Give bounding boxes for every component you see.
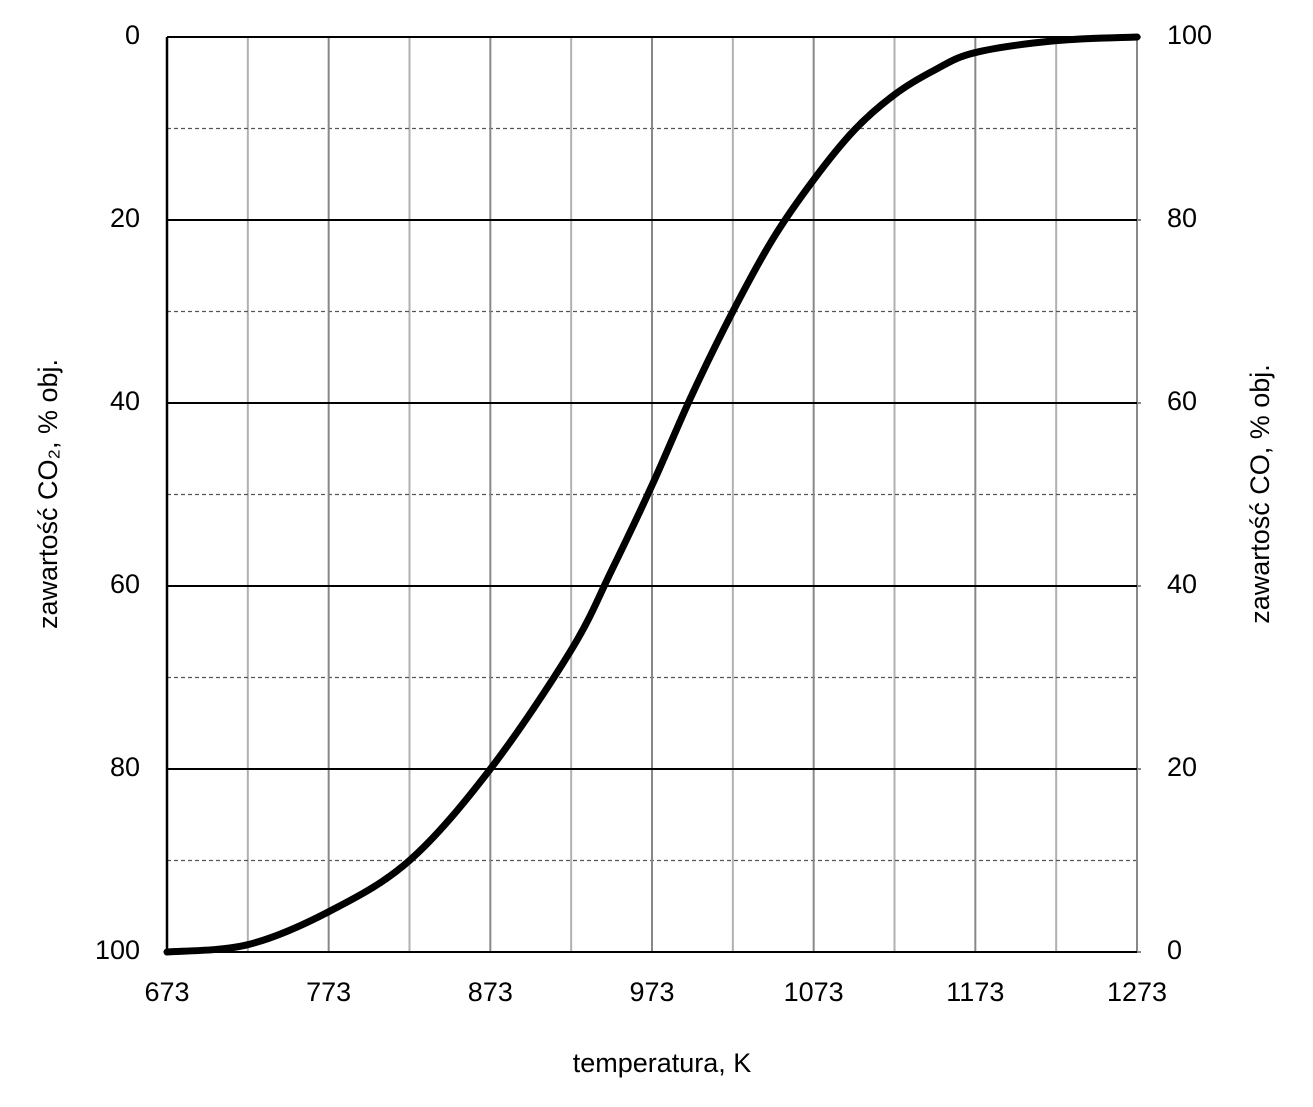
y-tick-label: 20 [110,203,140,233]
x-tick-label: 673 [144,977,189,1007]
y2-tick-label: 100 [1167,20,1212,50]
y2-tick-label: 0 [1167,935,1182,965]
x-tick-label: 1173 [946,977,1004,1007]
y-tick-label: 100 [95,935,140,965]
y2-axis-label: zawartość CO, % obj. [1245,364,1275,624]
y2-tick-label: 40 [1167,569,1197,599]
x-tick-label: 873 [468,977,513,1007]
y2-tick-label: 80 [1167,203,1197,233]
y2-tick-label: 20 [1167,752,1197,782]
x-tick-label: 973 [629,977,674,1007]
y-tick-label: 80 [110,752,140,782]
y2-tick-label: 60 [1167,386,1197,416]
x-tick-label: 1273 [1107,977,1167,1007]
x-axis-label: temperatura, K [573,1048,752,1078]
y-tick-label: 40 [110,386,140,416]
y-tick-label: 0 [125,20,140,50]
y-axis-label: zawartość CO₂, % obj. [33,359,63,629]
y-tick-label: 60 [110,569,140,599]
x-tick-label: 773 [306,977,351,1007]
x-tick-label: 1073 [784,977,844,1007]
data-line [163,33,1141,956]
